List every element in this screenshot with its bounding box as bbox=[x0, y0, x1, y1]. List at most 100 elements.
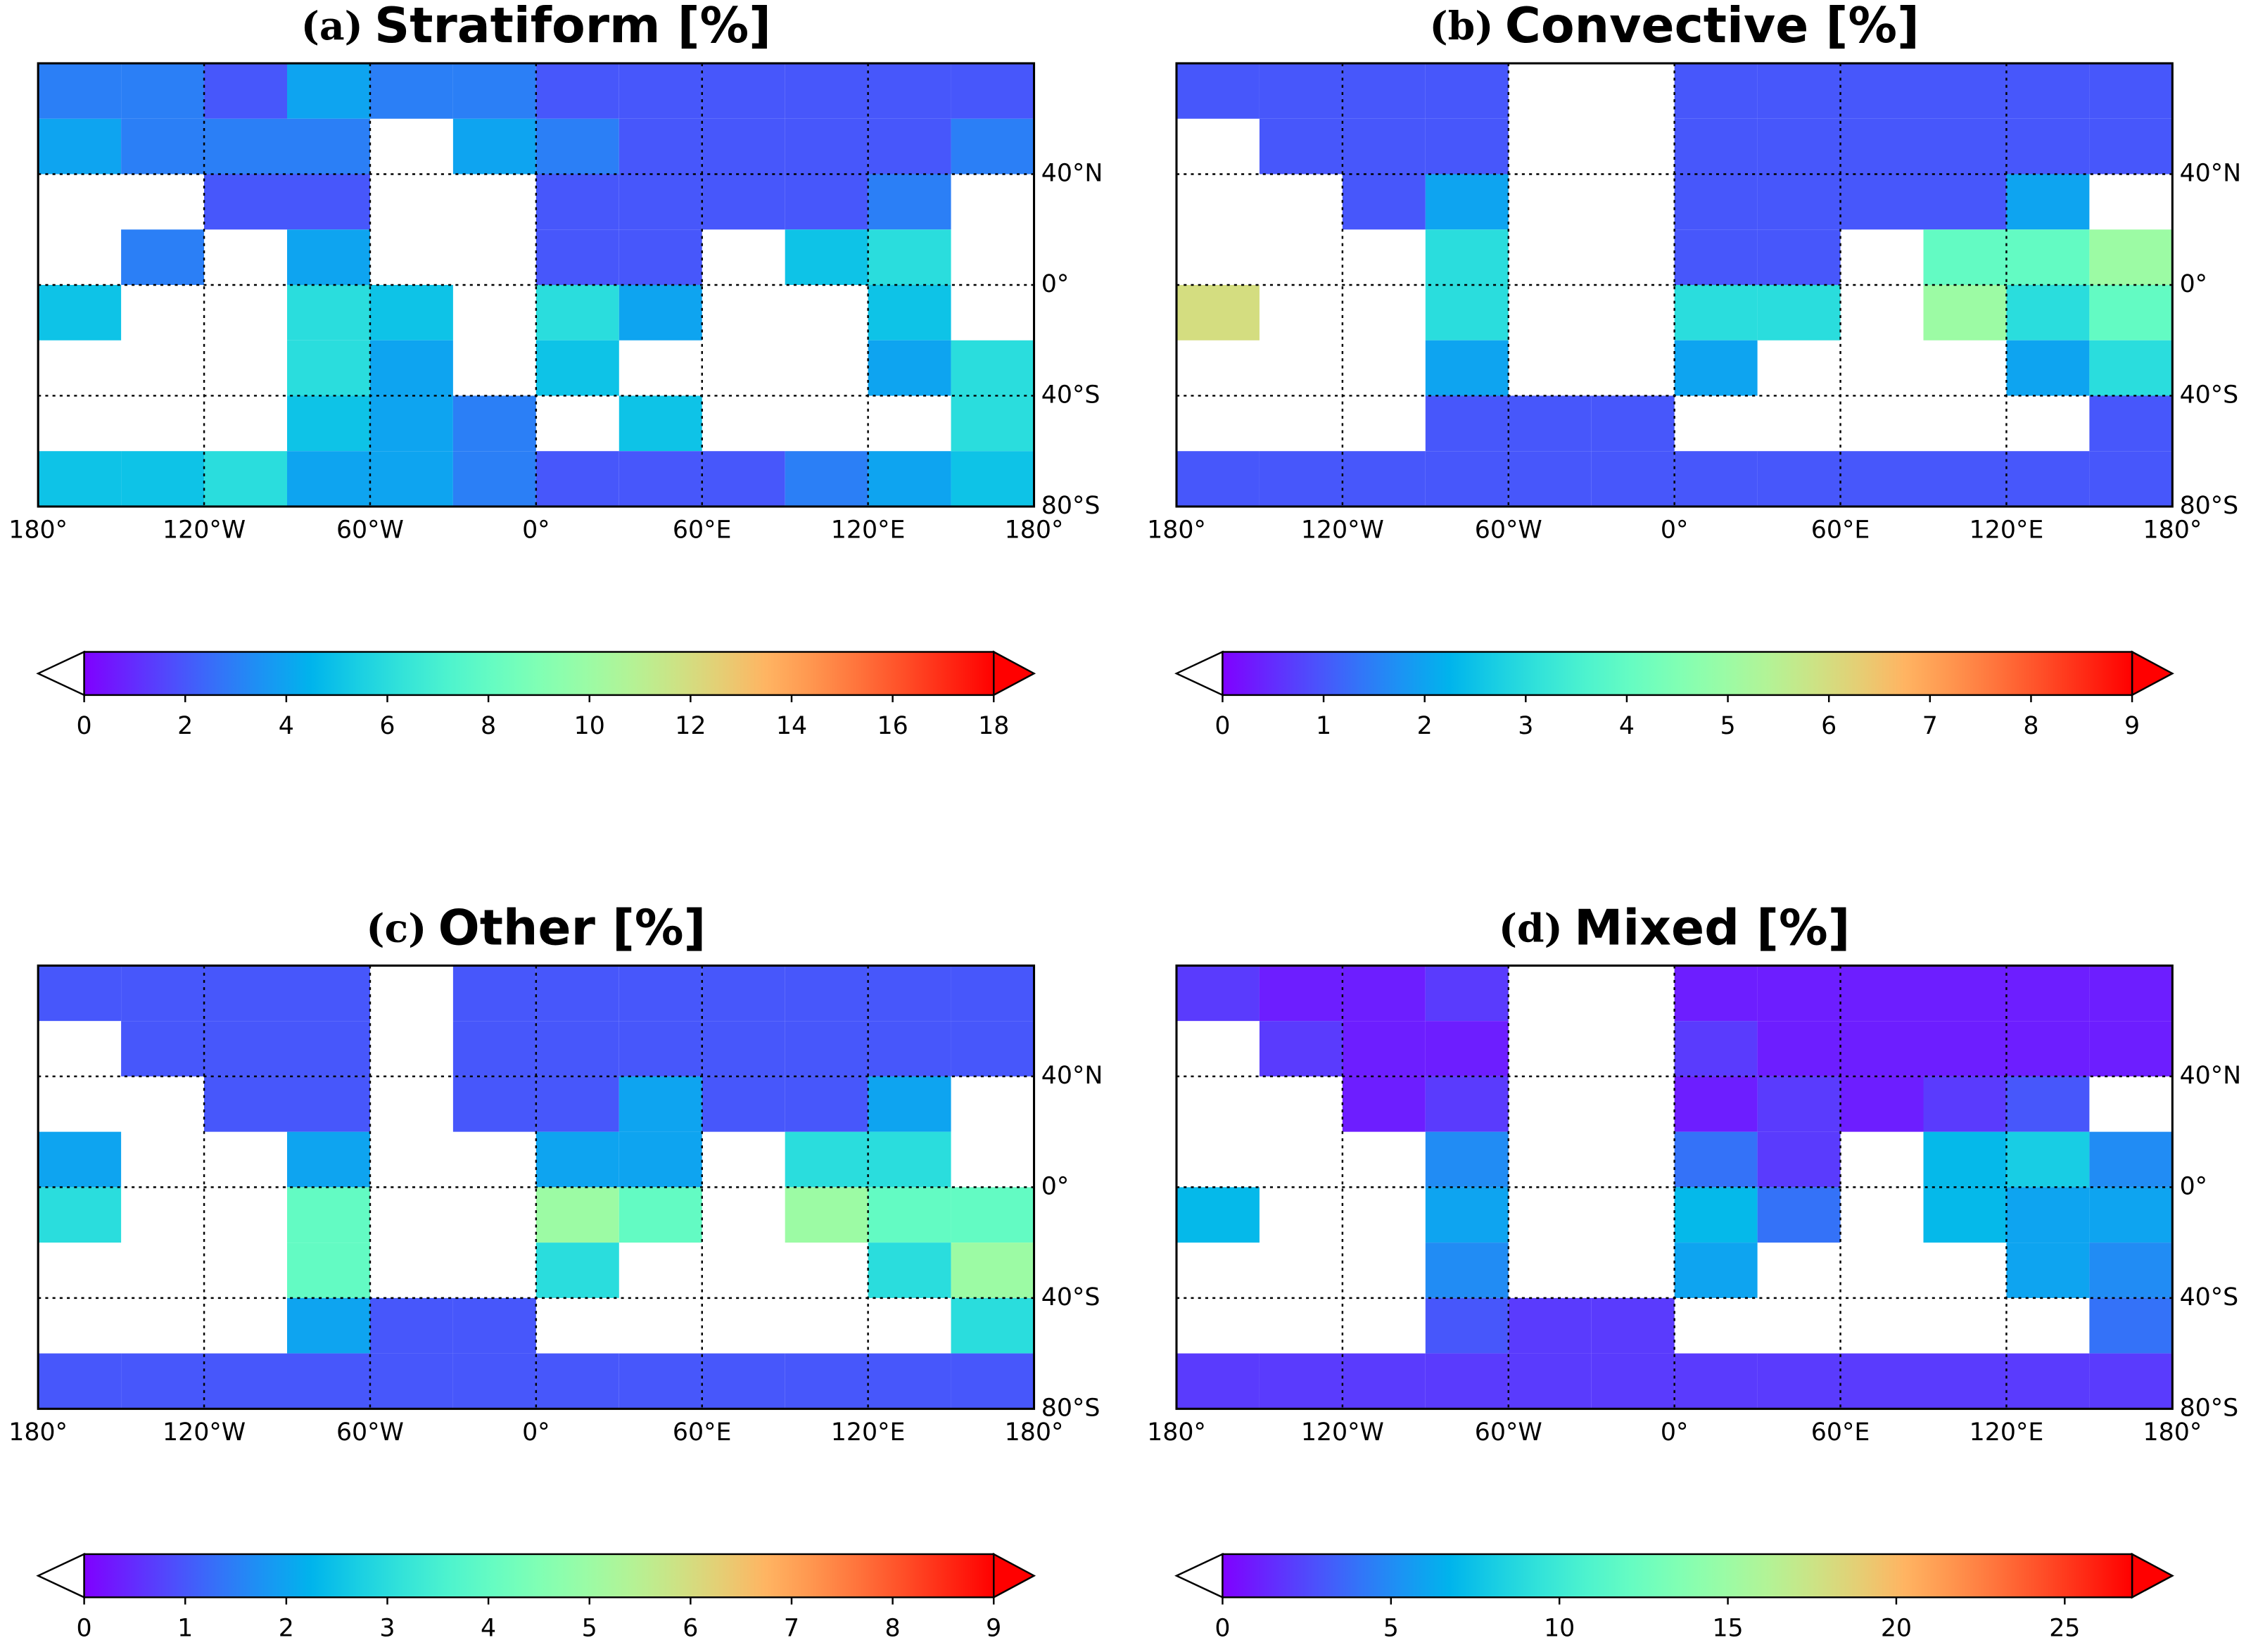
grid-cell bbox=[1342, 1021, 1426, 1076]
grid-cell bbox=[287, 1076, 370, 1132]
grid-cell bbox=[287, 1131, 370, 1188]
grid-cell bbox=[951, 118, 1034, 174]
colorbar-tick-label: 2 bbox=[1417, 712, 1433, 740]
grid-cell bbox=[204, 1021, 288, 1076]
grid-cell bbox=[1757, 451, 1841, 507]
grid-cell bbox=[2006, 229, 2090, 285]
grid-cell bbox=[951, 395, 1034, 452]
grid-cell bbox=[1757, 1131, 1841, 1188]
colorbar-tick-label: 2 bbox=[279, 1614, 294, 1642]
grid-cell bbox=[2089, 1187, 2173, 1243]
grid-cell bbox=[1674, 174, 1758, 230]
grid-cell bbox=[1176, 451, 1260, 507]
colorbar-tick-label: 5 bbox=[582, 1614, 597, 1642]
x-tick-label: 60°E bbox=[673, 1418, 732, 1447]
colorbar bbox=[83, 651, 995, 697]
colorbar-tick-label: 16 bbox=[877, 712, 908, 740]
grid-cell bbox=[951, 451, 1034, 507]
panel-title: (b) Convective [%] bbox=[1430, 0, 1920, 54]
grid-cell bbox=[2089, 1021, 2173, 1076]
grid-cell bbox=[1674, 1076, 1758, 1132]
grid-cell bbox=[951, 1353, 1034, 1409]
colorbar-tick-label: 14 bbox=[776, 712, 807, 740]
grid-cell bbox=[1425, 1297, 1509, 1354]
x-tick-label: 180° bbox=[1005, 1418, 1064, 1447]
grid-cell bbox=[1923, 229, 2007, 285]
grid-cell bbox=[287, 63, 370, 119]
grid-cell bbox=[1840, 1076, 1924, 1132]
grid-cell bbox=[287, 1187, 370, 1243]
colorbar-extend-min bbox=[1174, 650, 1224, 697]
grid-cell bbox=[535, 1243, 619, 1298]
colorbar-tick-label: 10 bbox=[574, 712, 605, 740]
grid-cell bbox=[204, 965, 288, 1022]
x-tick-label: 60°W bbox=[1475, 1418, 1542, 1447]
grid-cell bbox=[1425, 174, 1509, 230]
colorbar-tick-label: 9 bbox=[2124, 712, 2140, 740]
grid-cell bbox=[1591, 1353, 1675, 1409]
grid-cell bbox=[868, 965, 951, 1022]
x-tick-label: 0° bbox=[522, 1418, 550, 1447]
grid-cell bbox=[951, 63, 1034, 119]
panel-title: (d) Mixed [%] bbox=[1499, 899, 1850, 956]
grid-cell bbox=[951, 1021, 1034, 1076]
grid-cell bbox=[951, 1297, 1034, 1354]
x-tick-label: 60°W bbox=[336, 1418, 404, 1447]
map-frame bbox=[37, 964, 1036, 1410]
x-tick-label: 120°E bbox=[1970, 516, 2044, 545]
colorbar-tick-label: 18 bbox=[978, 712, 1009, 740]
grid-cell bbox=[369, 1353, 453, 1409]
y-tick-label: 0° bbox=[2180, 270, 2208, 298]
colorbar-tick-label: 15 bbox=[1712, 1614, 1743, 1642]
grid-cell bbox=[204, 118, 288, 174]
grid-cell bbox=[1591, 1297, 1675, 1354]
grid-cell bbox=[868, 1243, 951, 1298]
y-tick-label: 0° bbox=[1041, 1172, 1070, 1200]
grid-cell bbox=[2006, 1243, 2090, 1298]
grid-cell bbox=[2006, 340, 2090, 396]
colorbar-tick-label: 6 bbox=[379, 712, 395, 740]
grid-cell bbox=[1674, 1021, 1758, 1076]
colorbar-extend-max bbox=[2131, 1552, 2174, 1599]
grid-cell bbox=[951, 340, 1034, 396]
grid-cell bbox=[868, 63, 951, 119]
grid-cell bbox=[702, 174, 785, 230]
x-tick-label: 180° bbox=[2143, 516, 2202, 545]
grid-cell bbox=[1425, 340, 1509, 396]
grid-cell bbox=[287, 1353, 370, 1409]
y-tick-label: 80°S bbox=[1041, 1394, 1101, 1422]
y-tick-label: 40°N bbox=[1041, 1062, 1103, 1090]
grid-cell bbox=[1176, 63, 1260, 119]
grid-cell bbox=[1757, 174, 1841, 230]
grid-cell bbox=[619, 1076, 702, 1132]
colorbar-tick-label: 1 bbox=[1316, 712, 1331, 740]
colorbar-tick-label: 7 bbox=[784, 1614, 799, 1642]
grid-cell bbox=[785, 1353, 868, 1409]
grid-cell bbox=[619, 118, 702, 174]
grid-cell bbox=[785, 1187, 868, 1243]
grid-cell bbox=[1923, 451, 2007, 507]
grid-cell bbox=[1342, 118, 1426, 174]
grid-cell bbox=[1425, 1076, 1509, 1132]
colorbar-tick-label: 12 bbox=[675, 712, 706, 740]
grid-cell bbox=[1840, 118, 1924, 174]
grid-cell bbox=[287, 340, 370, 396]
grid-cell bbox=[204, 174, 288, 230]
grid-cell bbox=[204, 1353, 288, 1409]
grid-cell bbox=[1757, 1076, 1841, 1132]
grid-cell bbox=[535, 1076, 619, 1132]
title-text: Other [%] bbox=[438, 899, 706, 956]
colorbar-tick-label: 10 bbox=[1544, 1614, 1575, 1642]
grid-cell bbox=[287, 1021, 370, 1076]
grid-cell bbox=[951, 1243, 1034, 1298]
grid-cell bbox=[1674, 229, 1758, 285]
grid-cell bbox=[535, 451, 619, 507]
grid-cell bbox=[619, 174, 702, 230]
grid-cell bbox=[868, 229, 951, 285]
grid-cell bbox=[38, 965, 122, 1022]
panel-label: (b) bbox=[1430, 4, 1494, 49]
colorbar bbox=[1222, 1553, 2133, 1599]
map-frame bbox=[1175, 964, 2174, 1410]
y-tick-label: 80°S bbox=[1041, 492, 1101, 520]
